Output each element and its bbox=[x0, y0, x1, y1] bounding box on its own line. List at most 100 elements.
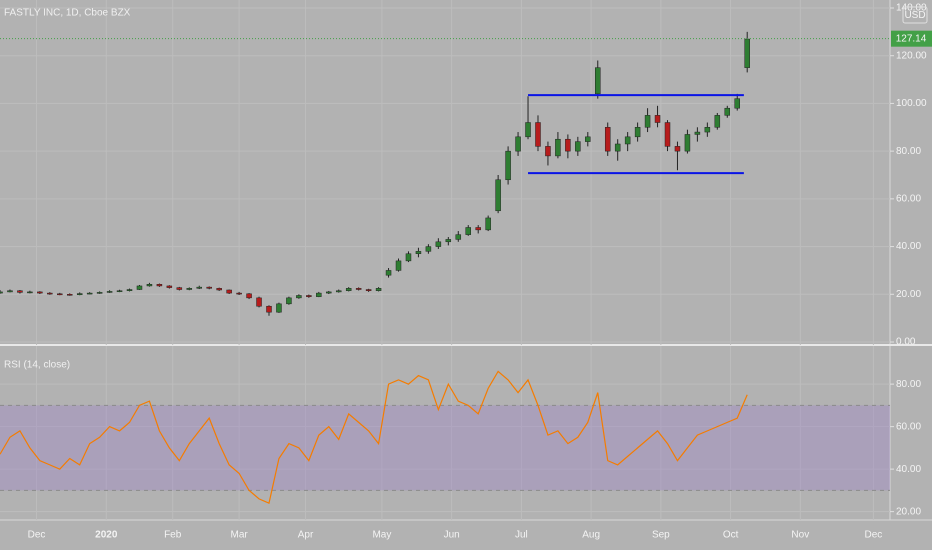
x-tick-label: Nov bbox=[791, 530, 809, 541]
chart-title: FASTLY INC, 1D, Cboe BZX bbox=[4, 8, 131, 19]
candle-body bbox=[276, 303, 282, 313]
candle-body bbox=[565, 138, 571, 152]
indicator-title: RSI (14, close) bbox=[4, 360, 70, 371]
candle-body bbox=[106, 291, 113, 293]
candle-body bbox=[395, 260, 402, 271]
candle-body bbox=[455, 234, 462, 240]
x-tick-label: 2020 bbox=[95, 530, 118, 541]
candle-body bbox=[744, 38, 750, 68]
x-tick-label: Oct bbox=[723, 530, 739, 541]
candle-body bbox=[734, 98, 740, 109]
candle-body bbox=[694, 131, 701, 135]
y-tick-label: 100.00 bbox=[896, 98, 927, 109]
candle-body bbox=[595, 67, 601, 95]
candle-body bbox=[136, 285, 143, 290]
candle-body bbox=[326, 291, 332, 294]
currency-box[interactable] bbox=[902, 6, 928, 24]
y-tick-label: 40.00 bbox=[896, 464, 921, 475]
candle-body bbox=[724, 107, 731, 116]
y-tick-label: 20.00 bbox=[896, 289, 921, 300]
candle-body bbox=[286, 297, 292, 305]
y-tick-label: 120.00 bbox=[896, 50, 927, 61]
x-tick-label: Dec bbox=[28, 530, 46, 541]
rsi-band bbox=[0, 405, 890, 491]
candle-body bbox=[196, 286, 203, 289]
candle-body bbox=[156, 284, 163, 287]
candle-body bbox=[57, 293, 63, 296]
candle-body bbox=[306, 295, 312, 297]
candle-body bbox=[654, 115, 661, 123]
candle-body bbox=[634, 127, 641, 138]
y-tick-label: 60.00 bbox=[896, 421, 921, 432]
last-price-label: 127.14 bbox=[896, 33, 927, 44]
candle-body bbox=[226, 289, 232, 294]
candle-body bbox=[96, 292, 103, 294]
candle-body bbox=[644, 115, 651, 128]
candle-body bbox=[17, 290, 23, 293]
candle-body bbox=[515, 136, 521, 152]
candle-body bbox=[116, 290, 123, 292]
x-tick-label: Mar bbox=[230, 530, 248, 541]
candle-body bbox=[186, 288, 193, 290]
x-tick-label: Jul bbox=[515, 530, 528, 541]
x-tick-label: May bbox=[372, 530, 391, 541]
candle-body bbox=[166, 285, 173, 288]
candle-body bbox=[176, 287, 183, 290]
candle-body bbox=[66, 294, 73, 296]
candle-body bbox=[505, 150, 511, 181]
x-tick-label: Aug bbox=[582, 530, 600, 541]
candle-body bbox=[385, 270, 392, 276]
candle-body bbox=[76, 293, 83, 296]
candle-body bbox=[555, 138, 561, 157]
candle-body bbox=[585, 136, 591, 142]
y-tick-label: 0.00 bbox=[896, 337, 916, 348]
candle-body bbox=[256, 297, 262, 307]
candle-body bbox=[365, 289, 372, 291]
candle-body bbox=[704, 127, 711, 133]
candle-body bbox=[37, 291, 43, 294]
y-tick-label: 80.00 bbox=[896, 379, 921, 390]
candle-body bbox=[355, 288, 362, 290]
y-tick-label: 80.00 bbox=[896, 146, 921, 157]
candle-body bbox=[345, 288, 352, 291]
candle-body bbox=[575, 141, 581, 152]
candle-body bbox=[485, 217, 491, 231]
pane bbox=[0, 370, 890, 513]
candle-body bbox=[624, 136, 631, 145]
x-tick-label: Dec bbox=[864, 530, 882, 541]
x-tick-label: Sep bbox=[652, 530, 670, 541]
x-tick-label: Apr bbox=[298, 530, 314, 541]
candle-body bbox=[375, 288, 382, 291]
y-tick-label: 60.00 bbox=[896, 193, 921, 204]
candle-body bbox=[684, 134, 691, 152]
x-tick-label: Jun bbox=[444, 530, 460, 541]
candle-body bbox=[316, 292, 322, 297]
candle-body bbox=[236, 292, 242, 295]
candle-body bbox=[525, 122, 531, 138]
candle-body bbox=[335, 290, 342, 293]
y-tick-label: 140.00 bbox=[896, 3, 927, 14]
candle-body bbox=[664, 122, 671, 147]
candle-body bbox=[495, 179, 501, 212]
candle-body bbox=[216, 288, 222, 291]
candle-body bbox=[27, 291, 33, 294]
candle-body bbox=[86, 292, 93, 295]
candle-body bbox=[465, 227, 471, 235]
rsi-line bbox=[0, 370, 748, 504]
candle-body bbox=[445, 239, 452, 243]
candle-body bbox=[206, 286, 212, 289]
candle-body bbox=[435, 241, 442, 247]
candle-body bbox=[425, 246, 432, 252]
candle-body bbox=[604, 127, 611, 152]
candle-body bbox=[674, 146, 681, 152]
candle-body bbox=[7, 290, 13, 293]
pane bbox=[0, 7, 890, 343]
candle-body bbox=[475, 227, 481, 231]
candle-body bbox=[535, 122, 541, 147]
candle-body bbox=[714, 115, 721, 128]
currency[interactable]: USD bbox=[904, 10, 925, 21]
candle-body bbox=[146, 284, 153, 287]
